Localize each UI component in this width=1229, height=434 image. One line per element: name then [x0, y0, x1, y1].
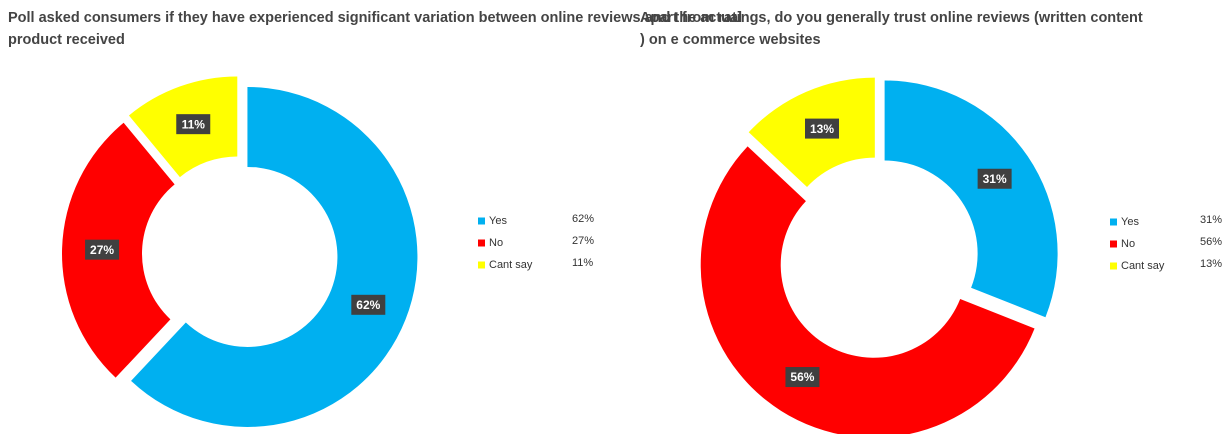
legend-label: Cant say: [489, 259, 533, 271]
legend-swatch: [1110, 240, 1117, 248]
data-label-box: [785, 367, 820, 388]
title-line: Poll asked consumers if they have experi…: [8, 10, 742, 26]
legend-label: Yes: [1121, 216, 1139, 228]
chart-title: Apart from ratings, do you generally tru…: [640, 10, 1143, 48]
donut-segment: [884, 80, 1058, 318]
legend-value: 27%: [572, 235, 594, 247]
data-label: 27%: [90, 243, 114, 257]
data-label: 56%: [790, 370, 814, 384]
legend-value: 13%: [1200, 258, 1222, 270]
legend-swatch: [478, 239, 485, 247]
legend-swatch: [478, 217, 485, 225]
data-label-box: [85, 239, 120, 260]
title-line: product received: [8, 32, 125, 48]
legend-value: 31%: [1200, 214, 1222, 226]
data-label: 11%: [182, 117, 206, 131]
donut-segment: [700, 146, 1035, 434]
data-label-box: [805, 118, 840, 139]
legend-value: 56%: [1200, 236, 1222, 248]
data-label: 31%: [983, 172, 1007, 186]
data-label: 62%: [356, 298, 380, 312]
data-label: 13%: [810, 122, 834, 136]
legend-label: No: [489, 237, 503, 249]
data-label-box: [176, 114, 211, 135]
data-label-box: [977, 168, 1012, 189]
legend-value: 11%: [572, 257, 593, 269]
chart-title: Poll asked consumers if they have experi…: [8, 10, 742, 48]
title-line: ) on e commerce websites: [640, 32, 821, 48]
data-label-box: [351, 294, 386, 315]
legend-label: Yes: [489, 215, 507, 227]
legend-swatch: [1110, 262, 1117, 270]
legend-swatch: [478, 261, 485, 269]
title-line: Apart from ratings, do you generally tru…: [640, 10, 1143, 26]
legend-value: 62%: [572, 213, 594, 225]
donut-segment: [131, 86, 418, 427]
legend-label: No: [1121, 238, 1135, 250]
legend-label: Cant say: [1121, 260, 1165, 272]
legend-swatch: [1110, 218, 1117, 226]
